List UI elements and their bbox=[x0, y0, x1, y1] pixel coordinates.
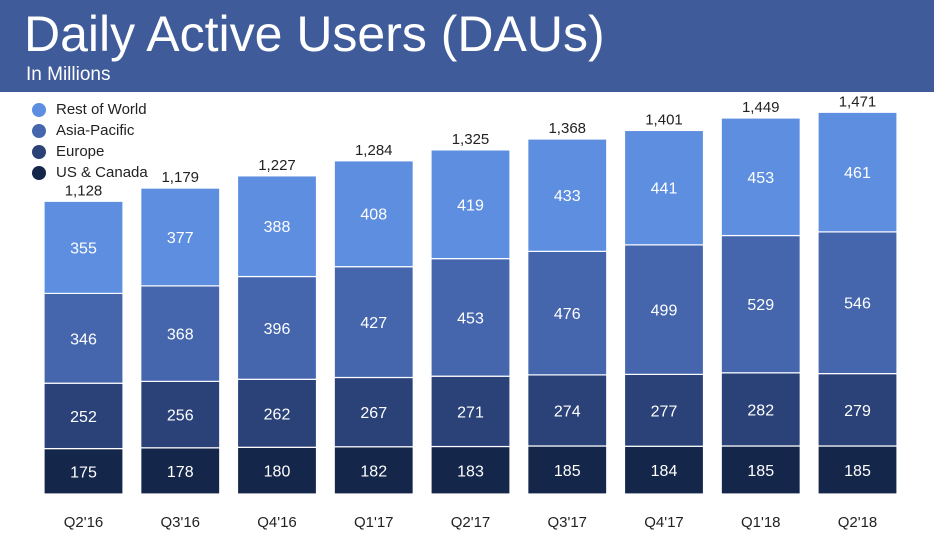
page-subtitle: In Millions bbox=[26, 64, 111, 85]
x-tick-label: Q2'16 bbox=[64, 514, 104, 531]
segment-value-label: 282 bbox=[747, 402, 774, 419]
x-tick-label: Q3'17 bbox=[547, 514, 587, 531]
segment-value-label: 178 bbox=[167, 464, 194, 481]
bar-total-label: 1,368 bbox=[548, 120, 586, 137]
bar-segment-us-canada bbox=[43, 447, 124, 495]
segment-value-label: 408 bbox=[360, 207, 387, 224]
segment-value-label: 453 bbox=[747, 170, 774, 187]
segment-value-label: 355 bbox=[70, 240, 97, 257]
bar-total-label: 1,401 bbox=[645, 111, 683, 128]
bar-segment-asia-pacific bbox=[333, 266, 414, 379]
bar-segment-rest-of-world bbox=[43, 200, 124, 295]
segment-value-label: 185 bbox=[747, 463, 774, 480]
bar-segment-europe bbox=[527, 374, 608, 447]
segment-value-label: 377 bbox=[167, 230, 194, 247]
bar-segment-us-canada bbox=[236, 446, 318, 495]
segment-value-label: 453 bbox=[457, 310, 484, 327]
bar-segment-asia-pacific bbox=[140, 285, 221, 382]
bar-segment-us-canada bbox=[430, 445, 511, 495]
segment-value-label: 183 bbox=[457, 463, 484, 480]
segment-value-label: 461 bbox=[844, 165, 871, 182]
bar-total-label: 1,325 bbox=[452, 131, 490, 148]
bar-segment-rest-of-world bbox=[236, 175, 318, 278]
bar-segment-rest-of-world bbox=[527, 138, 608, 252]
bar-total-label: 1,179 bbox=[161, 169, 199, 186]
legend-swatch-rest-of-world bbox=[32, 103, 46, 117]
x-tick-label: Q2'18 bbox=[838, 514, 878, 531]
segment-value-label: 271 bbox=[457, 404, 484, 421]
segment-value-label: 180 bbox=[264, 464, 291, 481]
bar-segment-rest-of-world bbox=[333, 160, 414, 268]
segment-value-label: 185 bbox=[844, 463, 871, 480]
x-tick-label: Q3'16 bbox=[160, 514, 200, 531]
bar-segment-europe bbox=[140, 380, 221, 449]
bar-segment-europe bbox=[623, 373, 705, 447]
segment-value-label: 546 bbox=[844, 296, 871, 313]
segment-value-label: 433 bbox=[554, 188, 581, 205]
header-banner: Daily Active Users (DAUs) In Millions bbox=[0, 0, 934, 92]
bar-segment-rest-of-world bbox=[140, 187, 221, 287]
segment-value-label: 184 bbox=[651, 463, 678, 480]
x-tick-label: Q2'17 bbox=[451, 514, 491, 531]
page-title: Daily Active Users (DAUs) bbox=[24, 6, 605, 62]
bar-segment-rest-of-world bbox=[720, 117, 801, 237]
bar-segment-europe bbox=[430, 375, 511, 448]
bar-total-label: 1,227 bbox=[258, 157, 296, 174]
segment-value-label: 262 bbox=[264, 406, 291, 423]
legend-swatch-europe bbox=[32, 145, 46, 159]
segment-value-label: 256 bbox=[167, 408, 194, 425]
segment-value-label: 252 bbox=[70, 409, 97, 426]
bar-segment-europe bbox=[720, 372, 801, 447]
segment-value-label: 274 bbox=[554, 403, 581, 420]
bar-segment-europe bbox=[817, 372, 898, 447]
segment-value-label: 476 bbox=[554, 306, 581, 323]
legend-label-rest-of-world: Rest of World bbox=[56, 101, 147, 118]
bar-segment-asia-pacific bbox=[430, 258, 511, 377]
legend-swatch-asia-pacific bbox=[32, 124, 46, 138]
segment-value-label: 441 bbox=[651, 181, 678, 198]
bar-segment-us-canada bbox=[623, 445, 705, 495]
segment-value-label: 175 bbox=[70, 464, 97, 481]
segment-value-label: 499 bbox=[651, 303, 678, 320]
segment-value-label: 427 bbox=[360, 315, 387, 332]
segment-value-label: 368 bbox=[167, 327, 194, 344]
legend-label-europe: Europe bbox=[56, 143, 105, 160]
x-tick-label: Q4'17 bbox=[644, 514, 684, 531]
x-tick-label: Q1'17 bbox=[354, 514, 394, 531]
bar-total-label: 1,449 bbox=[742, 99, 780, 116]
bar-segment-rest-of-world bbox=[817, 111, 898, 233]
bar-segment-rest-of-world bbox=[623, 129, 705, 246]
segment-value-label: 277 bbox=[651, 403, 678, 420]
segment-value-label: 346 bbox=[70, 331, 97, 348]
legend-swatch-us-canada bbox=[32, 166, 46, 180]
segment-value-label: 267 bbox=[360, 405, 387, 422]
x-tick-label: Q1'18 bbox=[741, 514, 781, 531]
bar-segment-europe bbox=[333, 376, 414, 448]
segment-value-label: 279 bbox=[844, 403, 871, 420]
legend-label-us-canada: US & Canada bbox=[56, 164, 148, 181]
bar-total-label: 1,284 bbox=[355, 142, 393, 159]
x-tick-label: Q4'16 bbox=[257, 514, 297, 531]
bar-segment-europe bbox=[43, 382, 124, 450]
bar-segment-asia-pacific bbox=[817, 231, 898, 375]
bar-segment-us-canada bbox=[720, 445, 801, 495]
segment-value-label: 419 bbox=[457, 197, 484, 214]
bar-segment-us-canada bbox=[333, 446, 414, 495]
segment-value-label: 182 bbox=[360, 463, 387, 480]
bar-segment-us-canada bbox=[817, 445, 898, 495]
segment-value-label: 185 bbox=[554, 463, 581, 480]
bar-segment-asia-pacific bbox=[623, 244, 705, 375]
bar-segment-rest-of-world bbox=[430, 149, 511, 260]
segment-value-label: 529 bbox=[747, 297, 774, 314]
legend-label-asia-pacific: Asia-Pacific bbox=[56, 122, 135, 139]
segment-value-label: 388 bbox=[264, 219, 291, 236]
bar-total-label: 1,471 bbox=[839, 93, 877, 110]
bar-segment-asia-pacific bbox=[720, 234, 801, 374]
segment-value-label: 396 bbox=[264, 321, 291, 338]
bar-segment-asia-pacific bbox=[236, 275, 318, 380]
bar-segment-asia-pacific bbox=[527, 250, 608, 376]
bar-total-label: 1,128 bbox=[65, 182, 103, 199]
